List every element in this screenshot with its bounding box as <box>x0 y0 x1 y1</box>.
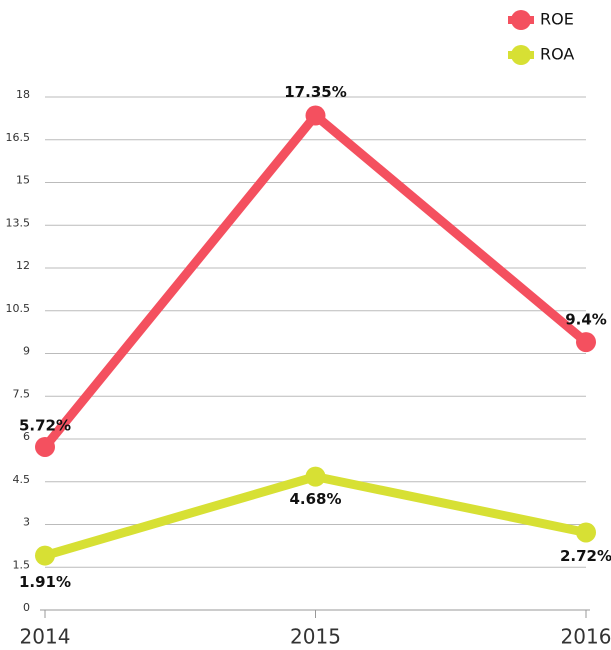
data-label: 5.72% <box>19 416 71 434</box>
series-line <box>43 472 587 560</box>
y-tick-label: 0 <box>23 601 30 614</box>
y-tick-label: 13.5 <box>6 216 31 229</box>
point <box>305 105 326 126</box>
y-tick-label: 10.5 <box>6 302 31 315</box>
x-tick-label: 2016 <box>561 625 611 649</box>
legend-label: ROA <box>540 45 574 64</box>
point <box>576 522 596 543</box>
point <box>35 545 55 566</box>
data-label: 17.35% <box>284 83 346 101</box>
y-tick-label: 1.5 <box>13 558 31 571</box>
series-line <box>41 111 589 450</box>
y-tick-label: 7.5 <box>13 387 31 400</box>
y-tick-label: 9 <box>23 345 30 358</box>
y-tick-label: 16.5 <box>6 131 31 144</box>
y-tick-label: 12 <box>16 259 30 272</box>
point <box>305 466 326 487</box>
data-label: 1.91% <box>19 573 71 591</box>
legend-label: ROE <box>540 10 574 29</box>
data-label: 4.68% <box>289 490 341 508</box>
y-tick-label: 6 <box>23 430 30 443</box>
y-tick-label: 4.5 <box>13 473 31 486</box>
y-tick-label: 15 <box>16 174 30 187</box>
data-label: 2.72% <box>560 547 611 565</box>
data-label: 9.4% <box>565 311 607 329</box>
x-tick-label: 2014 <box>20 625 71 649</box>
point <box>576 332 596 353</box>
legend-marker <box>511 45 531 65</box>
y-tick-label: 3 <box>23 516 30 529</box>
y-tick-label: 18 <box>16 88 30 101</box>
point <box>35 436 55 457</box>
x-tick-label: 2015 <box>290 625 341 649</box>
legend-marker <box>511 10 531 30</box>
